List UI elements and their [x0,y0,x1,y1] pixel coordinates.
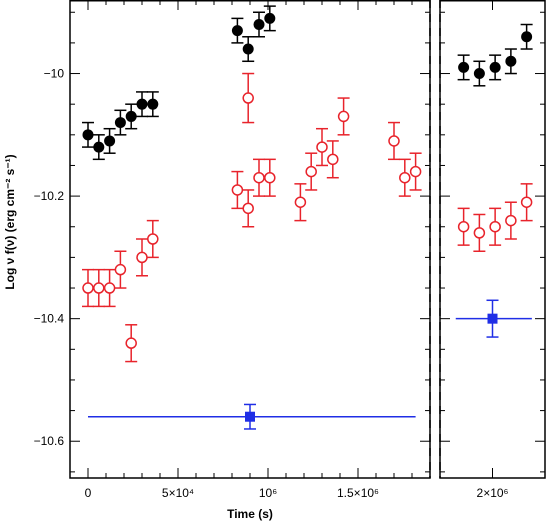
y-tick-label: −10.4 [34,312,65,326]
data-point [231,17,244,44]
data-point [242,36,255,63]
data-point [103,268,116,308]
data-point [473,60,486,87]
marker-open-circle [125,337,137,349]
marker-open-circle [316,141,328,153]
marker-open-circle [327,153,339,166]
data-point [520,183,533,222]
marker-filled-square [487,313,498,324]
marker-open-circle [399,171,411,184]
marker-open-circle [505,214,517,227]
y-tick-label: −10.2 [34,189,65,203]
data-point [489,207,502,246]
marker-open-circle [231,184,244,196]
marker-open-circle [388,135,400,147]
marker-filled-circle [93,141,105,153]
marker-filled-circle [489,61,501,73]
data-point [504,201,517,240]
marker-filled-circle [458,61,470,73]
data-point [242,189,255,228]
marker-open-circle [337,110,350,123]
marker-open-circle [242,202,254,215]
data-point [409,152,422,191]
data-point [388,121,400,161]
data-point [88,403,416,430]
marker-open-circle [93,282,105,294]
y-tick-label: −10.6 [34,434,65,448]
marker-filled-circle [104,135,116,147]
x-tick-label: 2×10⁶ [477,486,509,500]
data-point [316,127,328,167]
marker-open-circle [294,196,307,208]
data-point [92,268,105,308]
marker-open-circle [520,196,533,208]
data-point [473,213,486,253]
data-point [125,324,138,363]
data-point [326,140,339,179]
data-point [253,158,265,197]
data-point [146,219,159,259]
data-point [146,91,159,118]
data-point [520,23,533,50]
data-point [103,127,116,154]
data-point [136,91,148,118]
marker-open-circle [136,251,148,264]
data-point [294,183,307,222]
marker-filled-circle [242,43,254,55]
data-point [242,72,255,124]
x-axis-title: Time (s) [227,507,273,521]
x-tick-label: 1.5×10⁶ [337,486,379,500]
marker-filled-circle [264,12,276,24]
marker-open-circle [409,165,422,178]
marker-open-circle [114,263,127,276]
data-point [92,134,105,161]
y-tick-label: −10 [44,67,65,81]
data-point [125,103,138,130]
marker-open-circle [82,282,94,294]
marker-filled-circle [125,110,137,122]
marker-filled-circle [114,117,126,129]
marker-open-circle [305,165,317,178]
data-point [489,54,502,81]
x-tick-label: 10⁶ [259,486,277,500]
panel-frame-1 [439,0,546,479]
marker-open-circle [473,227,486,239]
data-point [457,207,470,246]
data-point [263,158,276,197]
data-point [398,158,411,197]
marker-filled-circle [136,98,148,110]
marker-open-circle [242,92,254,104]
data-point [455,299,532,338]
y-axis-title: Log ν f(ν) (erg cm⁻² s⁻¹) [3,154,17,289]
data-point [82,268,94,308]
marker-filled-circle [147,98,159,110]
marker-filled-circle [473,68,485,80]
marker-filled-circle [231,25,243,37]
marker-open-circle [489,220,501,233]
marker-filled-circle [82,129,94,141]
data-point [231,170,244,210]
marker-filled-square [245,411,255,422]
data-point [337,97,350,136]
data-point [457,54,470,81]
marker-open-circle [457,220,470,233]
data-point [114,109,127,136]
data-point [82,121,94,148]
marker-open-circle [264,171,276,184]
data-point [136,238,148,277]
marker-open-circle [147,233,159,245]
marker-filled-circle [253,19,265,31]
marker-open-circle [103,282,116,294]
data-point [253,11,265,38]
data-point [504,48,517,75]
data-point [305,152,318,191]
x-tick-label: 0 [85,486,92,500]
x-tick-label: 5×10⁴ [162,486,194,500]
data-point [114,250,127,289]
data-point [263,5,276,32]
marker-filled-circle [505,55,517,67]
marker-filled-circle [521,31,533,43]
marker-open-circle [253,171,265,184]
